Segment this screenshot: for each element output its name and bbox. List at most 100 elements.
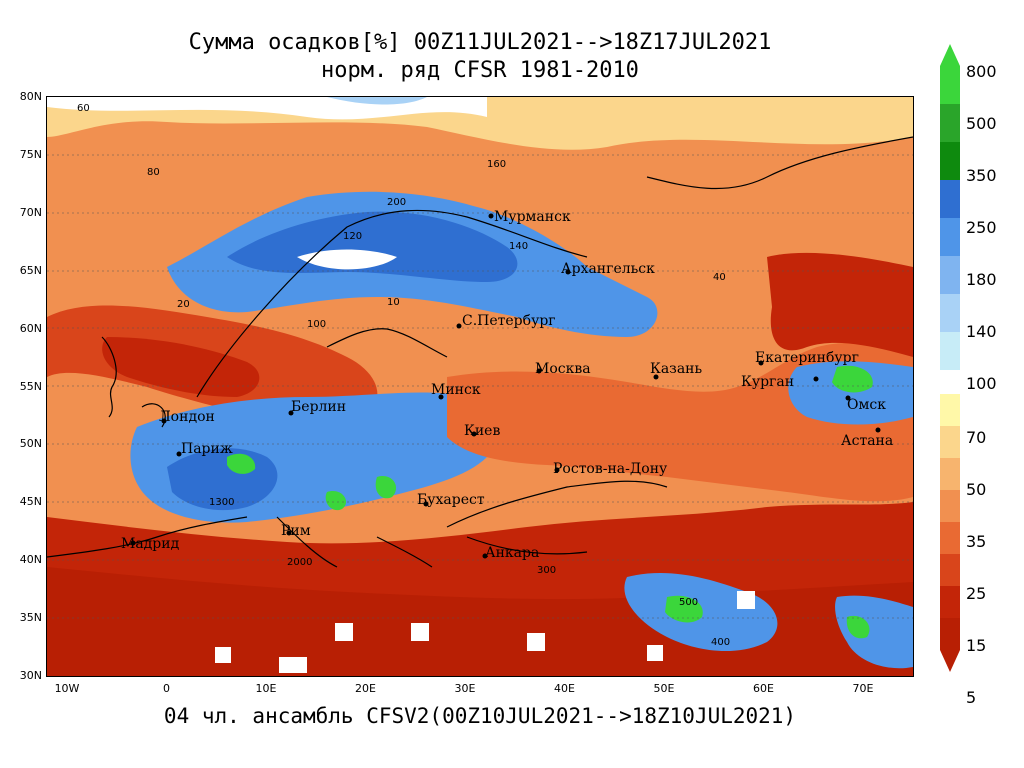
missing-data-cell	[647, 645, 663, 661]
missing-data-cell	[279, 657, 307, 673]
city-label: Екатеринбург	[755, 350, 859, 366]
lon-tick-label: 10E	[255, 682, 277, 695]
svg-text:60: 60	[77, 103, 90, 114]
lon-tick-label: 20E	[355, 682, 376, 695]
colorbar-segment-lower	[940, 426, 960, 458]
colorbar-segment-upper	[940, 256, 960, 294]
city-label: Минск	[431, 382, 481, 398]
city-label: Лондон	[159, 409, 215, 425]
city-label: Архангельск	[561, 261, 655, 277]
lat-tick-label: 75N	[19, 147, 42, 161]
city-label: Мурманск	[494, 209, 571, 225]
colorbar-segment-upper	[940, 332, 960, 370]
colorbar-max-arrow	[940, 44, 960, 66]
colorbar-label: 15	[966, 636, 987, 655]
missing-data-cell	[737, 591, 755, 609]
colorbar-label: 25	[966, 584, 987, 603]
city-label: Казань	[650, 361, 702, 377]
colorbar-label: 5	[966, 688, 977, 707]
colorbar-segment-lower	[940, 554, 960, 586]
svg-text:20: 20	[177, 299, 190, 310]
city-label: Курган	[741, 374, 794, 390]
svg-text:1300: 1300	[209, 497, 234, 508]
svg-text:140: 140	[509, 241, 528, 252]
lon-tick-label: 50E	[653, 682, 675, 695]
colorbar-segment-upper	[940, 66, 960, 104]
urals-dry-core	[767, 252, 913, 357]
lat-tick-label: 50N	[19, 437, 42, 451]
svg-text:40: 40	[713, 272, 726, 283]
city-label: Астана	[841, 433, 893, 449]
missing-data-cell	[215, 647, 231, 663]
city-label: С.Петербург	[462, 313, 556, 329]
lat-tick-label: 70N	[19, 205, 42, 219]
lat-tick-label: 80N	[19, 90, 42, 103]
city-label: Берлин	[291, 399, 346, 415]
lon-tick-label: 40E	[554, 682, 575, 695]
colorbar-segment-lower	[940, 490, 960, 522]
city-label: Москва	[535, 361, 591, 377]
south-dry-core	[47, 567, 913, 676]
lat-tick-label: 45N	[19, 495, 42, 509]
scandinavia-white-patch	[297, 249, 397, 270]
germany-extreme-precip	[227, 453, 256, 474]
colorbar-segment-upper	[940, 218, 960, 256]
colorbar	[940, 44, 960, 672]
lon-tick-label: 60E	[753, 682, 774, 695]
city-label: Омск	[847, 397, 886, 413]
contour-labels: 60 80 160 140 120 200 300 400 500 100 40…	[77, 103, 730, 648]
colorbar-segment-upper	[940, 180, 960, 218]
northwest-dry-core	[102, 337, 260, 397]
city-label: Киев	[464, 423, 500, 439]
svg-text:2000: 2000	[287, 557, 312, 568]
svg-text:300: 300	[537, 565, 556, 576]
colorbar-label: 500	[966, 114, 997, 133]
central-asia-wet	[835, 595, 913, 669]
lat-tick-label: 60N	[19, 321, 42, 335]
map-title: Сумма осадков[%] 00Z11JUL2021-->18Z17JUL…	[188, 30, 772, 55]
colorbar-min-arrow	[940, 650, 960, 672]
colorbar-label: 250	[966, 218, 997, 237]
balkan-extreme-precip	[375, 476, 397, 499]
city-label: Мадрид	[121, 536, 180, 552]
lon-tick-label: 70E	[852, 682, 874, 695]
colorbar-segment-upper	[940, 142, 960, 180]
missing-data-cell	[527, 633, 545, 651]
colorbar-segment-lower	[940, 522, 960, 554]
colorbar-label: 800	[966, 62, 997, 81]
colorbar-label: 35	[966, 532, 987, 551]
lat-tick-label: 30N	[19, 669, 42, 682]
colorbar-label: 140	[966, 322, 997, 341]
colorbar-label: 100	[966, 374, 997, 393]
colorbar-segment-lower	[940, 618, 960, 650]
missing-data-cell	[411, 623, 429, 641]
colorbar-label: 180	[966, 270, 997, 289]
central-asia-extreme-precip	[846, 615, 870, 639]
ensemble-footer: 04 чл. ансамбль CFSV2(00Z10JUL2021-->18Z…	[163, 704, 797, 728]
city-labels: Мурманск Архангельск С.Петербург Москва …	[121, 209, 893, 561]
middle-east-extreme-precip	[665, 595, 703, 623]
colorbar-segment-upper	[940, 104, 960, 142]
city-markers	[130, 213, 881, 559]
svg-text:200: 200	[387, 197, 406, 208]
lon-tick-label: 30E	[454, 682, 476, 695]
city-label: Бухарест	[417, 492, 485, 508]
svg-text:400: 400	[711, 637, 730, 648]
city-label: Рим	[281, 523, 311, 539]
colorbar-segment-lower	[940, 458, 960, 490]
city-label: Париж	[181, 441, 233, 457]
lat-tick-label: 35N	[19, 611, 42, 625]
scandinavia-precip-core	[227, 211, 518, 282]
missing-data-cell	[335, 623, 353, 641]
city-label: Ростов-на-Дону	[553, 461, 668, 477]
colorbar-segment-lower	[940, 394, 960, 426]
map-svg: Мурманск Архангельск С.Петербург Москва …	[47, 97, 913, 676]
lat-tick-label: 55N	[19, 379, 42, 393]
lat-tick-label: 65N	[19, 263, 42, 277]
graticule	[47, 154, 913, 619]
colorbar-label: 50	[966, 480, 987, 499]
lon-tick-label: 0	[163, 682, 170, 695]
lat-tick-label: 40N	[19, 553, 42, 567]
map-subtitle: норм. ряд CFSR 1981-2010	[321, 58, 639, 83]
precipitation-map: Мурманск Архангельск С.Петербург Москва …	[46, 96, 914, 677]
